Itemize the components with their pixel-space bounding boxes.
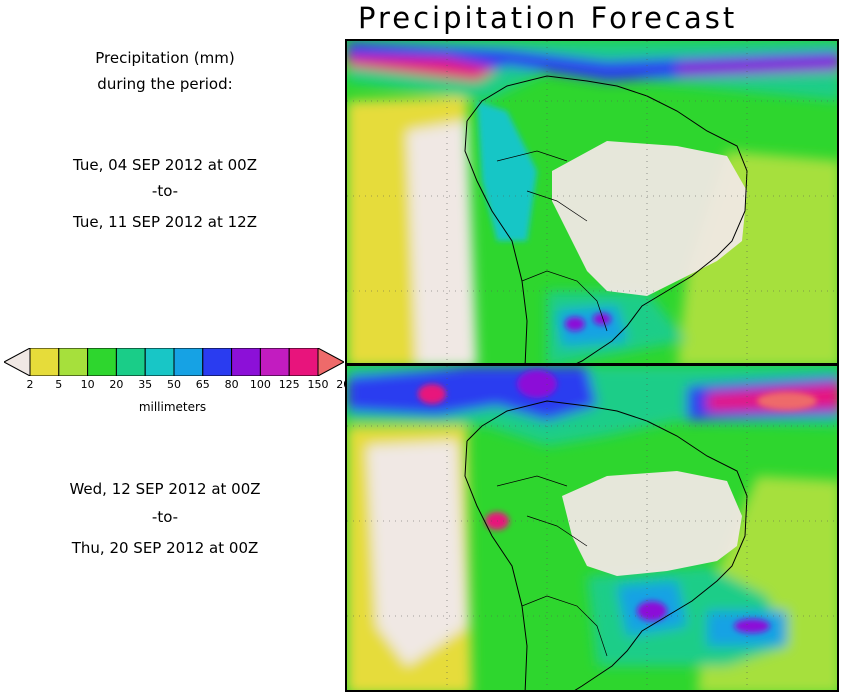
legend-tick-label: 150 [307, 378, 329, 391]
header-line-1: Precipitation (mm) [95, 49, 235, 67]
period-2-separator: -to- [151, 508, 179, 526]
precip-map-period-1 [345, 39, 839, 365]
legend-tick-label: 65 [195, 378, 210, 391]
legend-color-box [87, 348, 117, 376]
legend-color-box [29, 348, 60, 376]
legend-units: millimeters [138, 400, 207, 414]
legend-color-box [115, 348, 146, 376]
legend-color-box [144, 348, 175, 376]
legend-tick-label: 10 [80, 378, 95, 391]
legend-tick-label: 5 [55, 378, 63, 391]
page-title: Precipitation Forecast [358, 1, 738, 35]
legend-color-box [288, 348, 319, 376]
legend-color-box [231, 348, 261, 376]
legend-tick-label: 2 [26, 378, 34, 391]
legend-tick-label: 35 [138, 378, 153, 391]
legend-color-box [58, 348, 89, 376]
legend-tick-labels: 2 5 10 20 35 50 65 80 100 125 150 200 [0, 378, 358, 392]
legend-color-box [259, 348, 290, 376]
legend-tick-label: 80 [224, 378, 239, 391]
legend-tick-label: 50 [167, 378, 181, 391]
precip-map-period-2 [345, 364, 839, 692]
legend-arrow-low [4, 348, 31, 376]
legend-tick-label: 20 [109, 378, 124, 391]
legend-tick-label: 125 [278, 378, 300, 391]
period-1-start: Tue, 04 SEP 2012 at 00Z [73, 156, 257, 174]
legend-color-box [202, 348, 233, 376]
period-2-start: Wed, 12 SEP 2012 at 00Z [69, 480, 261, 498]
legend-tick-label: 100 [249, 378, 271, 391]
legend-arrow-high [317, 348, 344, 376]
legend-color-box [173, 348, 204, 376]
header-line-2: during the period: [97, 75, 233, 93]
period-1-separator: -to- [151, 182, 179, 200]
legend-colorbar [4, 348, 344, 376]
period-2-end: Thu, 20 SEP 2012 at 00Z [71, 539, 259, 557]
period-1-end: Tue, 11 SEP 2012 at 12Z [73, 213, 257, 231]
